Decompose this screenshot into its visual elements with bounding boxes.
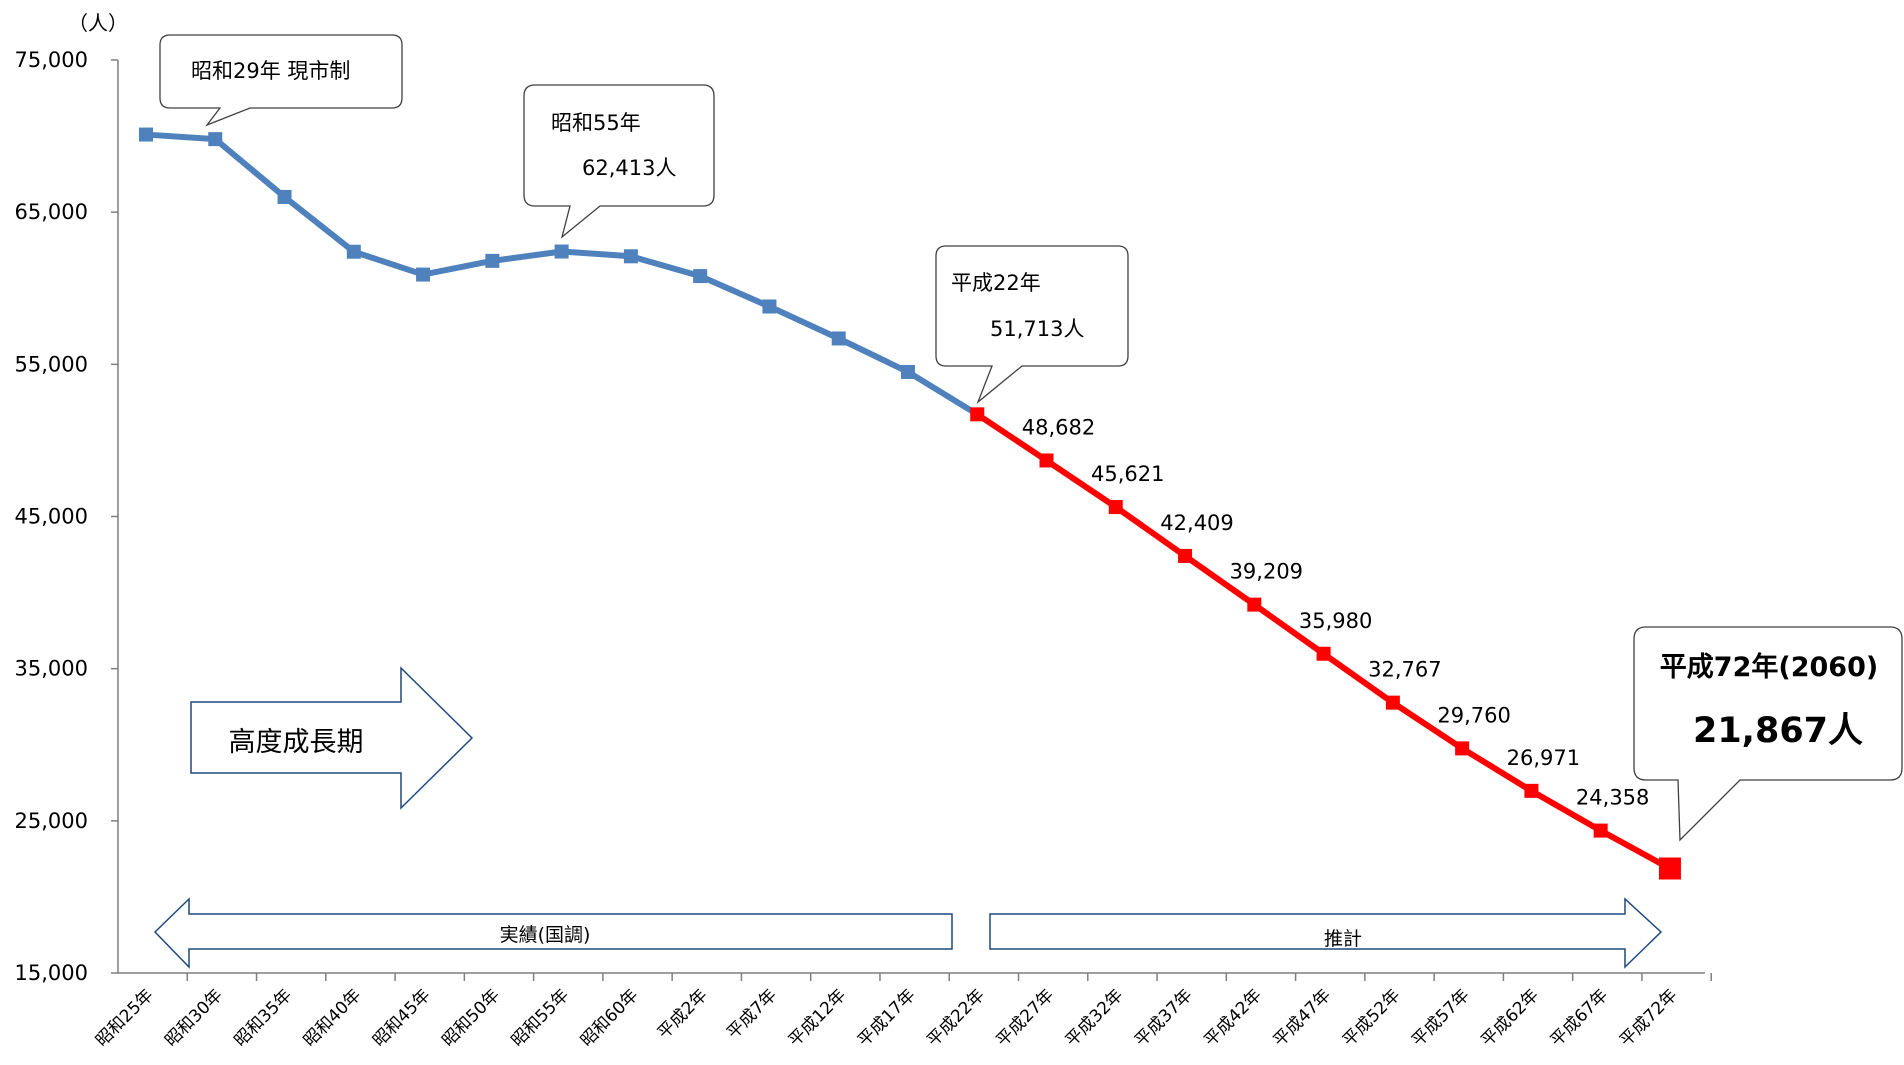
projection-range-arrow: 推計 [989,897,1663,969]
y-tick-label: 75,000 [15,48,88,72]
data-point-projection [1658,857,1681,880]
x-tick-label: 昭和40年 [300,985,366,1051]
data-point-actual [831,331,846,346]
data-label: 29,760 [1437,703,1510,727]
x-tick-label: 昭和50年 [438,985,504,1051]
x-tick-label: 平成47年 [1270,985,1336,1051]
x-tick-label: 平成42年 [1200,985,1266,1051]
x-tick-label: 平成7年 [723,985,781,1043]
marker-group [139,127,1681,880]
data-point-actual [900,364,915,379]
data-label: 45,621 [1091,462,1164,486]
x-tick-label: 昭和25年 [92,985,158,1051]
data-label: 26,971 [1507,746,1580,770]
callout-showa55-line1: 昭和55年 [551,111,641,135]
data-point-actual [277,189,292,204]
data-point-projection [970,407,985,422]
data-label-group: 48,682 45,621 42,409 39,209 35,980 32,767 29,7… [1022,415,1650,809]
data-point-actual [208,132,223,147]
y-tick-group: 15,000 25,000 35,000 45,000 55,000 65,000 75,0… [15,48,118,985]
data-point-actual [554,244,569,259]
data-label: 32,767 [1368,658,1441,682]
x-tick-label: 平成27年 [993,985,1059,1051]
data-label: 39,209 [1230,560,1303,584]
callout-heisei72-line2: 21,867人 [1693,711,1863,751]
data-point-projection [1247,597,1262,612]
data-label: 48,682 [1022,415,1095,439]
growth-period-arrow: 高度成長期 [190,666,474,810]
callout-heisei72: 平成72年(2060) 21,867人 [1633,626,1903,842]
actual-range-arrow: 実績(国調) [153,897,953,969]
data-point-actual [346,244,361,259]
data-label: 35,980 [1299,609,1372,633]
x-tick-label: 平成52年 [1339,985,1405,1051]
y-tick-label: 15,000 [15,961,88,985]
x-tick-label: 平成62年 [1477,985,1543,1051]
x-tick-label: 平成57年 [1408,985,1474,1051]
data-point-projection [1108,500,1123,515]
data-point-projection [1039,453,1054,468]
x-tick-label: 昭和35年 [231,985,297,1051]
callout-showa29-text: 昭和29年 現市制 [191,59,350,83]
data-point-actual [693,269,708,284]
actual-range-label: 実績(国調) [500,924,591,946]
data-point-actual [416,267,431,282]
data-point-projection [1385,695,1400,710]
data-point-projection [1455,741,1470,756]
growth-period-label: 高度成長期 [229,727,364,758]
projection-range-label: 推計 [1324,928,1362,950]
data-point-actual [762,299,777,314]
data-point-actual [623,249,638,264]
callout-showa55-line2: 62,413人 [582,156,676,180]
callout-heisei22-line2: 51,713人 [990,317,1084,341]
x-tick-label: 平成37年 [1131,985,1197,1051]
x-tick-label: 昭和55年 [508,985,574,1051]
data-point-projection [1178,548,1193,563]
x-tick-label: 昭和45年 [369,985,435,1051]
callout-heisei72-line1: 平成72年(2060) [1660,651,1878,683]
x-tick-label: 平成72年 [1616,985,1682,1051]
data-point-projection [1316,646,1331,661]
x-tick-label: 平成12年 [785,985,851,1051]
x-tick-label: 平成32年 [1062,985,1128,1051]
callout-showa29: 昭和29年 現市制 [159,34,403,127]
y-tick-label: 45,000 [15,505,88,529]
callout-heisei22: 平成22年 51,713人 [935,245,1129,405]
data-point-projection [1593,823,1608,838]
y-tick-label: 25,000 [15,809,88,833]
x-tick-label: 平成17年 [854,985,920,1051]
data-label: 24,358 [1576,786,1649,810]
y-tick-label: 35,000 [15,657,88,681]
x-tick-group: 昭和25年 昭和30年 昭和35年 昭和40年 昭和45年 昭和50年 昭和55年 昭和60年… [92,973,1712,1051]
data-point-actual [485,253,500,268]
callout-showa55: 昭和55年 62,413人 [523,84,715,239]
data-point-actual [139,127,153,142]
x-tick-label: 平成22年 [923,985,989,1051]
y-unit-label: （人） [68,11,128,35]
callout-heisei22-line1: 平成22年 [951,271,1041,295]
y-tick-label: 55,000 [15,352,88,376]
y-tick-label: 65,000 [15,200,88,224]
data-label: 42,409 [1160,511,1233,535]
x-tick-label: 平成67年 [1547,985,1613,1051]
data-point-projection [1524,783,1539,798]
x-tick-label: 昭和30年 [161,985,227,1051]
series-line-projection [975,411,1672,872]
x-tick-label: 平成2年 [654,985,712,1043]
x-tick-label: 昭和60年 [577,985,643,1051]
